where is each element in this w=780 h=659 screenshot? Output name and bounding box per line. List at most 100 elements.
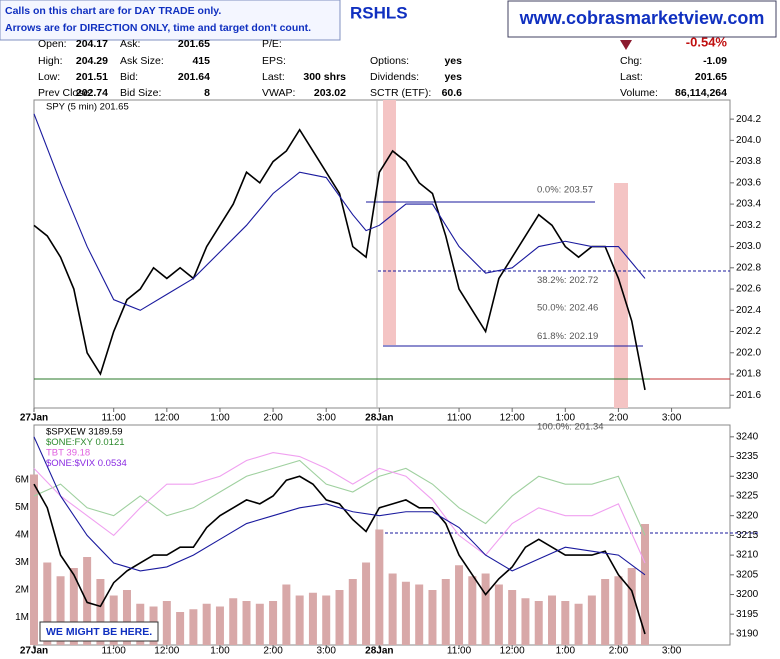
x-tick-label: 1:00 [556,646,576,657]
x-tick-label: 3:00 [662,646,682,657]
y-tick-label: 202.4 [736,305,761,316]
legend-entry: TBT 39.18 [46,448,90,459]
fib-label: 0.0%: 203.57 [537,185,593,196]
legend-entry: $SPXEW 3189.59 [46,427,123,438]
y-tick-label: 202.0 [736,347,761,358]
quote-label: Volume: [620,87,658,99]
fib-label: 61.8%: 202.19 [537,331,598,342]
quote-label: Last: [262,71,285,83]
price-line [33,452,646,564]
quote-value: 201.64 [178,71,210,83]
volume-bar [56,576,65,645]
x-tick-label: 1:00 [210,413,230,424]
volume-bar [548,595,557,645]
volume-bar [481,573,490,645]
volume-bar [428,590,437,645]
volume-bar [388,573,397,645]
y-tick-label: 3230 [736,471,759,482]
y2-tick-label: 6M [15,475,29,486]
y-tick-label: 3225 [736,491,759,502]
volume-bar [521,598,530,645]
quote-value: 300 shrs [303,71,346,83]
volume-bar [162,601,171,645]
price-line [33,475,646,635]
price-line [33,436,646,576]
highlight-band [383,100,396,345]
volume-bar [255,603,264,645]
highlight-band [614,183,628,408]
volume-bar [348,579,357,645]
x-tick-label: 3:00 [316,413,336,424]
volume-bar [534,601,543,645]
y-tick-label: 201.6 [736,390,761,401]
volume-bar [335,590,344,645]
quote-value: 201.65 [178,38,210,50]
fib-label: 50.0%: 202.46 [537,302,598,313]
x-tick-label: 12:00 [154,413,179,424]
y2-tick-label: 3M [15,557,29,568]
quote-label: Dividends: [370,71,419,83]
price-line [33,128,646,391]
volume-bar [229,598,238,645]
y-tick-label: 202.6 [736,284,761,295]
volume-bar [508,590,517,645]
quote-label: P/E: [262,38,282,50]
volume-bar [69,568,78,645]
x-tick-label: 27Jan [20,413,48,424]
y-tick-label: 202.2 [736,326,761,337]
volume-bar [441,579,450,645]
quote-label: Bid Size: [120,87,161,99]
callout-box [39,621,159,642]
volume-bar [574,603,583,645]
plots: 27Jan 11:00 12:00 1:00 2:00 3:00 28Jan 11:00 12:… [15,102,761,657]
price-line [33,459,646,536]
x-tick-label: 12:00 [500,646,525,657]
quote-label: SCTR (ETF): [370,87,431,99]
quote-label: Open: [38,38,67,50]
legend-entry: SPY (5 min) 201.65 [46,102,129,113]
y-tick-label: 3235 [736,451,759,462]
y-tick-label: 3210 [736,550,759,561]
volume-bar [362,562,371,645]
x-tick-label: 3:00 [316,646,336,657]
volume-bar [96,579,105,645]
quote-value: 8 [204,87,210,99]
quote-value: 60.6 [442,87,463,99]
volume-bar [415,584,424,645]
y-tick-label: 3205 [736,569,759,580]
quote-label: VWAP: [262,87,295,99]
y2-tick-label: 1M [15,612,29,623]
y-tick-label: 3240 [736,431,759,442]
volume-bar [455,565,464,645]
quote-label: Ask: [120,38,140,50]
y-tick-label: 3215 [736,530,759,541]
fib-label: 100.0%: 201.34 [537,421,604,432]
y-tick-label: 3190 [736,629,759,640]
quote-label: EPS: [262,55,286,67]
legend-entry: $ONE:$VIX 0.0534 [46,458,127,469]
y2-tick-label: 4M [15,530,29,541]
quote-label: Chg: [620,55,642,67]
volume-bar [401,581,410,645]
site-box [507,0,777,38]
y-tick-label: 202.8 [736,262,761,273]
quote-value: yes [444,71,462,83]
volume-bar [269,601,278,645]
volume-bar [494,584,503,645]
quote-value: yes [444,55,462,67]
volume-bar [109,595,118,645]
x-tick-label: 1:00 [210,646,230,657]
y2-tick-label: 2M [15,585,29,596]
x-tick-label: 12:00 [154,646,179,657]
legend-entry: $ONE:FXY 0.0121 [46,437,125,448]
volume-bar [627,568,636,645]
quote-value: 201.51 [76,71,108,83]
y-tick-label: 204.2 [736,114,761,125]
x-tick-label: 2:00 [609,413,629,424]
site-url: www.cobrasmarketview.com [519,8,765,28]
quote-value: 201.65 [695,71,727,83]
volume-bar [375,529,384,645]
volume-bar [189,609,198,645]
quote-label: High: [38,55,63,67]
